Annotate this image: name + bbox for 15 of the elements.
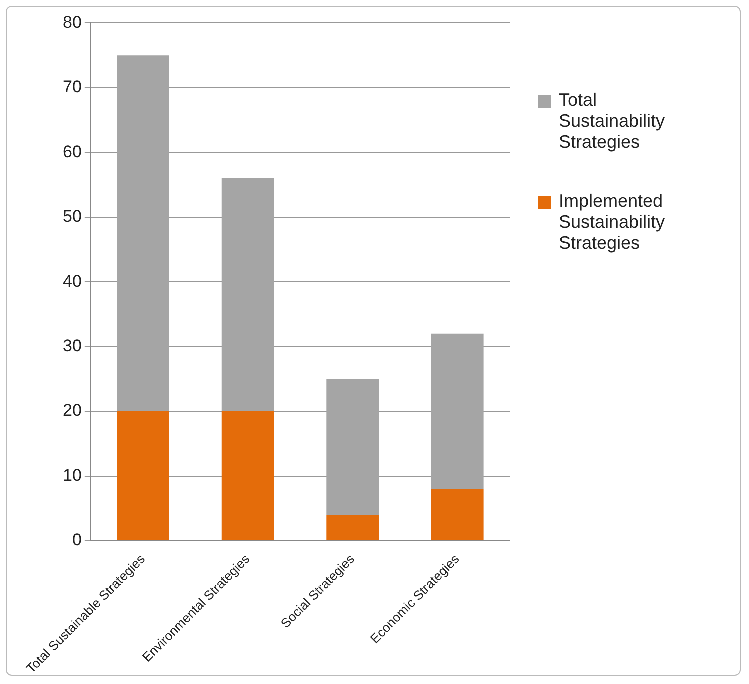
y-tick-label: 30	[62, 336, 82, 356]
bar	[326, 515, 380, 541]
bar	[117, 412, 170, 541]
y-tick-label: 40	[62, 272, 82, 291]
bar	[431, 489, 484, 541]
y-tick-label: 70	[62, 78, 82, 97]
y-tick-label: 80	[62, 12, 82, 32]
y-tick-label: 0	[72, 530, 82, 550]
y-tick-label: 50	[62, 207, 82, 226]
y-tick-label: 20	[62, 401, 82, 420]
legend-label: Implemented Sustainability Strategies	[559, 191, 666, 254]
y-tick-label: 10	[62, 466, 82, 485]
bar	[222, 412, 274, 541]
legend-label: Total Sustainability Strategies	[559, 90, 666, 153]
y-tick-label: 60	[62, 142, 82, 162]
